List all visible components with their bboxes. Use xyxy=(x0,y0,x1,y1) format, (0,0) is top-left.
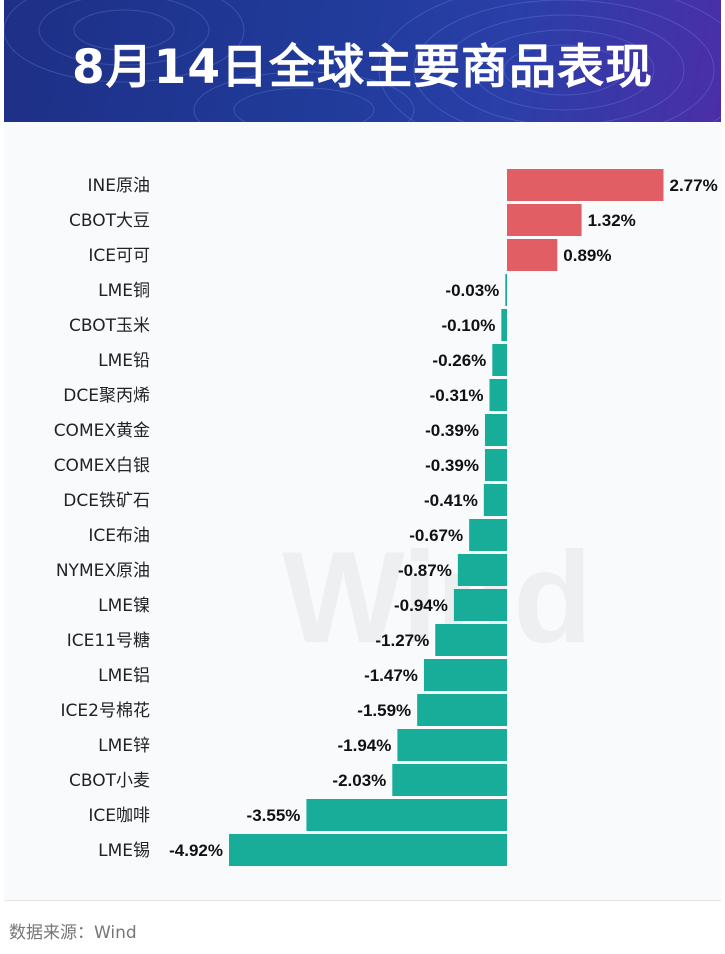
bar-15 xyxy=(423,659,507,691)
value-label: -0.41% xyxy=(424,491,478,510)
bar-11 xyxy=(469,519,507,551)
category-label: LME锡 xyxy=(98,841,150,861)
header-banner: 8月14日全球主要商品表现 xyxy=(4,0,721,122)
category-label: DCE聚丙烯 xyxy=(63,386,150,406)
category-label: ICE咖啡 xyxy=(88,806,150,826)
category-label: CBOT玉米 xyxy=(69,316,150,336)
value-label: -1.59% xyxy=(357,701,411,720)
bar-12 xyxy=(457,554,507,586)
value-label: 1.32% xyxy=(588,211,636,230)
value-label: -2.03% xyxy=(332,771,386,790)
category-label: LME镍 xyxy=(98,596,150,616)
value-label: -0.10% xyxy=(441,316,495,335)
bar-10 xyxy=(483,484,507,516)
category-label: CBOT大豆 xyxy=(69,211,150,231)
value-label: -0.94% xyxy=(394,596,448,615)
category-label: LME铅 xyxy=(98,351,150,371)
value-label: -0.31% xyxy=(430,386,484,405)
bar-17 xyxy=(397,729,507,761)
data-source: 数据来源：Wind xyxy=(9,923,137,943)
bar-13 xyxy=(453,589,507,621)
value-label: -0.87% xyxy=(398,561,452,580)
category-label: ICE布油 xyxy=(88,526,150,546)
bar-14 xyxy=(435,624,507,656)
bar-1 xyxy=(507,169,664,201)
value-label: -1.94% xyxy=(338,736,392,755)
value-label: -0.67% xyxy=(409,526,463,545)
category-label: ICE可可 xyxy=(88,246,150,266)
category-label: INE原油 xyxy=(88,176,150,196)
divider xyxy=(4,900,721,901)
category-label: ICE2号棉花 xyxy=(61,701,150,721)
value-label: 0.89% xyxy=(563,246,611,265)
bar-6 xyxy=(492,344,507,376)
category-label: LME铜 xyxy=(98,281,150,301)
value-label: -1.27% xyxy=(375,631,429,650)
bar-16 xyxy=(417,694,507,726)
category-label: CBOT小麦 xyxy=(69,771,150,791)
value-label: 2.77% xyxy=(670,176,718,195)
bar-18 xyxy=(392,764,507,796)
bar-9 xyxy=(484,449,507,481)
bar-8 xyxy=(484,414,507,446)
category-label: NYMEX原油 xyxy=(56,561,150,581)
bar-5 xyxy=(501,309,507,341)
bar-3 xyxy=(507,239,558,271)
chart-panel: Wind xyxy=(4,122,721,900)
category-label: LME锌 xyxy=(98,736,150,756)
bar-20 xyxy=(229,834,507,866)
category-label: ICE11号糖 xyxy=(67,631,150,651)
contour-pattern xyxy=(4,0,721,122)
value-label: -3.55% xyxy=(247,806,301,825)
bar-4 xyxy=(505,274,507,306)
value-label: -1.47% xyxy=(364,666,418,685)
value-label: -4.92% xyxy=(169,841,223,860)
bar-19 xyxy=(306,799,507,831)
value-label: -0.03% xyxy=(445,281,499,300)
bar-7 xyxy=(489,379,507,411)
category-label: DCE铁矿石 xyxy=(63,491,150,511)
value-label: -0.26% xyxy=(432,351,486,370)
page-title: 8月14日全球主要商品表现 xyxy=(71,40,654,95)
category-label: COMEX白银 xyxy=(54,456,150,476)
category-label: COMEX黄金 xyxy=(54,421,150,441)
value-label: -0.39% xyxy=(425,456,479,475)
bar-2 xyxy=(507,204,582,236)
value-label: -0.39% xyxy=(425,421,479,440)
category-label: LME铝 xyxy=(98,666,150,686)
